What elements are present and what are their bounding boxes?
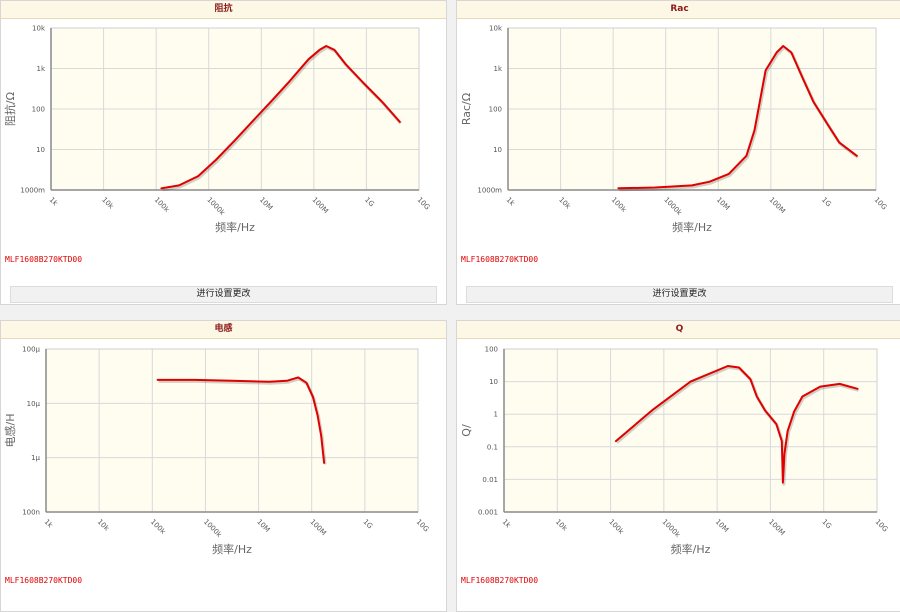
- q-chart: 1k 10k 100k 1000k 10M 100M 1G 10G 0.001 0.01 0.1 1 1…: [460, 346, 890, 557]
- x-tick-label: 10G: [416, 196, 432, 212]
- y-tick-label: 10k: [32, 25, 46, 33]
- x-tick-label: 1G: [361, 518, 374, 531]
- x-axis-title: 频率/Hz: [215, 220, 255, 234]
- x-tick-label: 100M: [767, 196, 786, 215]
- y-axis-title: 电感/H: [4, 414, 17, 448]
- y-tick-label: 10k: [489, 25, 503, 33]
- x-axis-title: 频率/Hz: [212, 542, 252, 556]
- y-axis-title: Q/: [460, 424, 473, 437]
- inductance-panel: 电感 1k 10k 100k 1000k 10M 100M 1G 10G 100n 1μ 10μ 10…: [0, 320, 447, 612]
- x-tick-label: 10k: [557, 196, 572, 211]
- x-axis-title: 频率/Hz: [672, 220, 712, 234]
- x-tick-label: 100M: [310, 196, 329, 215]
- x-tick-label: 1000k: [660, 518, 682, 540]
- rac-panel: Rac 1k 10k 100k 1000k 10M 100M 1G 10G 1000m 10 100…: [456, 0, 900, 305]
- plot-area: [46, 349, 418, 512]
- x-tick-label: 100k: [610, 196, 629, 215]
- rac-chart: 1k 10k 100k 1000k 10M 100M 1G 10G 1000m 10 100 1k 10…: [460, 25, 889, 235]
- x-tick-label: 10M: [255, 518, 271, 534]
- x-tick-label: 1000k: [202, 518, 224, 540]
- x-tick-label: 1000k: [205, 196, 227, 218]
- y-tick-label: 0.001: [478, 509, 498, 517]
- series-line: [156, 376, 326, 464]
- x-tick-label: 10M: [258, 196, 274, 212]
- x-tick-label: 10G: [874, 518, 890, 534]
- x-tick-label: 1k: [48, 196, 60, 208]
- q-panel: Q 1k 10k 100k 1000k 10M 100M 1G 10G 0.001 0.01 0.1…: [456, 320, 900, 612]
- x-tick-label: 10k: [96, 518, 111, 533]
- x-tick-label: 1G: [820, 518, 833, 531]
- series-line: [614, 365, 859, 484]
- inductance-chart: 1k 10k 100k 1000k 10M 100M 1G 10G 100n 1μ 10μ 100μ 频…: [4, 346, 431, 557]
- y-tick-label: 0.01: [482, 476, 498, 484]
- x-tick-label: 100k: [607, 518, 626, 537]
- y-tick-label: 100: [32, 106, 45, 114]
- y-axis-title: 阻抗/Ω: [3, 92, 17, 126]
- y-tick-label: 100n: [22, 509, 40, 517]
- x-tick-label: 10k: [100, 196, 115, 211]
- x-tick-label: 10G: [415, 518, 431, 534]
- x-tick-label: 100M: [767, 518, 786, 537]
- chart-title: Q: [457, 321, 900, 339]
- y-tick-label: 100: [485, 346, 498, 354]
- impedance-panel: 阻抗 1k 10k 100k 1000k 10M 100M 1G 10G 1000m 10 100 1…: [0, 0, 447, 305]
- x-tick-label: 1000k: [662, 196, 684, 218]
- y-tick-label: 1: [494, 411, 498, 419]
- x-tick-label: 100k: [153, 196, 172, 215]
- y-tick-label: 1μ: [31, 454, 40, 462]
- y-tick-label: 10: [493, 146, 502, 154]
- part-number: MLF1608B270KTD00: [5, 255, 83, 264]
- x-tick-label: 10k: [554, 518, 569, 533]
- y-tick-label: 1k: [36, 65, 45, 73]
- y-axis-title: Rac/Ω: [460, 93, 473, 125]
- y-tick-label: 10: [489, 378, 498, 386]
- chart-title: 电感: [1, 321, 446, 339]
- chart-title: 阻抗: [1, 1, 446, 19]
- x-tick-label: 1G: [820, 196, 833, 209]
- x-tick-label: 10M: [715, 196, 731, 212]
- plot-area: [504, 349, 877, 512]
- y-tick-label: 1000m: [477, 187, 502, 195]
- y-tick-label: 100μ: [22, 346, 40, 354]
- chart-title: Rac: [457, 1, 900, 19]
- settings-button[interactable]: 进行设置更改: [466, 286, 893, 303]
- x-tick-label: 100k: [149, 518, 168, 537]
- x-tick-label: 10M: [714, 518, 730, 534]
- y-tick-label: 10: [36, 146, 45, 154]
- settings-button[interactable]: 进行设置更改: [10, 286, 437, 303]
- x-tick-label: 1k: [43, 518, 55, 530]
- x-tick-label: 100M: [308, 518, 327, 537]
- y-tick-label: 1000m: [20, 187, 45, 195]
- x-tick-label: 1k: [501, 518, 513, 530]
- y-tick-label: 1k: [493, 65, 502, 73]
- series-line: [160, 45, 401, 190]
- part-number: MLF1608B270KTD00: [461, 255, 539, 264]
- y-tick-label: 0.1: [487, 443, 498, 451]
- x-tick-label: 10G: [873, 196, 889, 212]
- part-number: MLF1608B270KTD00: [5, 576, 83, 585]
- impedance-chart: 1k 10k 100k 1000k 10M 100M 1G 10G 1000m 10 100 1k 10…: [3, 25, 432, 235]
- x-axis-title: 频率/Hz: [671, 542, 711, 556]
- series-line: [617, 45, 858, 190]
- x-tick-label: 1k: [505, 196, 517, 208]
- y-tick-label: 100: [489, 106, 502, 114]
- x-tick-label: 1G: [363, 196, 376, 209]
- part-number: MLF1608B270KTD00: [461, 576, 539, 585]
- y-tick-label: 10μ: [27, 400, 41, 408]
